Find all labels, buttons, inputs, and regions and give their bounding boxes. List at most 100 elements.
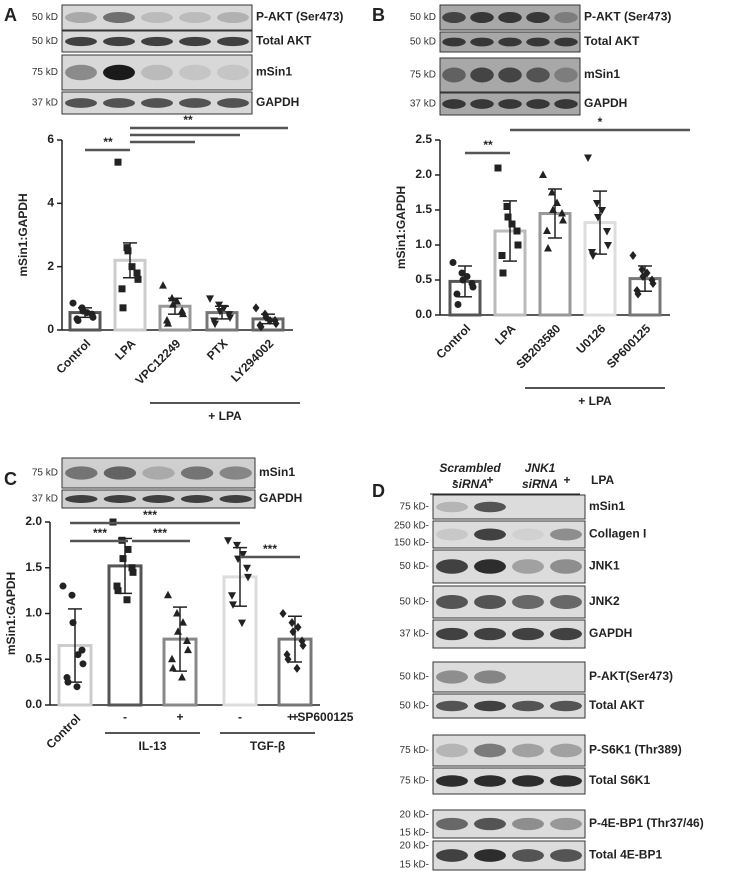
data-point — [183, 636, 191, 644]
data-point — [649, 279, 657, 288]
group-label: TGF-β — [250, 739, 285, 753]
data-point — [164, 319, 172, 327]
data-point — [211, 320, 219, 329]
blot-label: GAPDH — [584, 96, 627, 110]
size-marker: 250 kD- — [394, 521, 429, 532]
blot-band — [103, 495, 137, 503]
blot-band — [65, 495, 98, 503]
data-point — [114, 587, 122, 595]
size-marker: 50 kD- — [400, 597, 429, 608]
blot-band — [526, 12, 550, 23]
y-tick-label: 2.0 — [415, 167, 432, 181]
size-marker: 50 kD- — [400, 672, 429, 683]
treatment-sign: - — [538, 473, 542, 487]
data-point — [603, 228, 611, 236]
data-point — [293, 663, 301, 673]
data-point — [114, 158, 122, 166]
blot-band — [512, 528, 544, 541]
error-bar — [215, 305, 229, 320]
y-tick-label: 4 — [47, 196, 54, 210]
blot-band — [474, 817, 506, 831]
blot-band — [141, 64, 173, 81]
data-point — [124, 247, 132, 255]
x-tick-label: SP600125 — [604, 321, 654, 371]
data-point — [449, 259, 457, 266]
significance-label: ** — [483, 138, 493, 152]
x-tick-label: - — [123, 710, 127, 724]
blot-band — [498, 12, 522, 23]
data-point — [244, 573, 252, 582]
data-point — [228, 592, 236, 600]
data-point — [558, 209, 566, 217]
data-point — [252, 303, 260, 313]
data-point — [294, 622, 302, 632]
data-point — [593, 200, 601, 208]
blot-band — [217, 12, 249, 23]
data-point — [544, 244, 552, 252]
data-point — [78, 646, 86, 654]
data-point — [113, 582, 121, 590]
significance-label: *** — [143, 508, 157, 522]
data-point — [129, 568, 137, 576]
data-point — [179, 618, 187, 626]
group-label: Scrambled — [439, 461, 501, 475]
blot-band — [512, 743, 544, 758]
blot-band — [550, 559, 582, 574]
blot-band — [442, 67, 466, 83]
blot-band — [550, 849, 582, 862]
data-point — [499, 269, 507, 277]
blot-band — [554, 12, 578, 23]
significance-label: ** — [103, 135, 113, 149]
y-tick-label: 6 — [47, 132, 54, 146]
data-point — [89, 313, 97, 321]
blot-band — [142, 466, 175, 480]
blot-band — [474, 528, 506, 541]
size-marker: 75 kD — [32, 468, 58, 479]
blot-band — [526, 37, 550, 47]
size-marker: 50 kD — [410, 12, 436, 23]
blot-band — [65, 36, 97, 47]
size-marker: 50 kD — [32, 36, 58, 47]
blot-band — [554, 99, 578, 109]
error-bar — [548, 188, 562, 239]
size-marker: 20 kD- — [400, 810, 429, 821]
blot-label: Total 4E-BP1 — [589, 848, 662, 862]
panel-letter: A — [4, 5, 17, 25]
bar — [583, 221, 617, 317]
blot-label: GAPDH — [259, 491, 302, 505]
blot-band — [442, 37, 466, 47]
blot-band — [498, 67, 522, 83]
significance-label: * — [598, 115, 603, 129]
size-marker: 150 kD- — [394, 538, 429, 549]
significance-label: *** — [153, 526, 167, 540]
data-point — [233, 541, 241, 550]
treatment-sign: - — [453, 473, 457, 487]
blot-band — [498, 37, 522, 47]
x-tick-label: - — [238, 710, 242, 724]
data-point — [229, 601, 237, 609]
blot-label: mSin1 — [584, 67, 620, 81]
blot-band — [470, 12, 494, 23]
data-point — [184, 645, 192, 654]
group-label: + LPA — [578, 394, 612, 408]
blot-band — [436, 817, 468, 831]
blot-band — [65, 98, 97, 108]
error-bar — [78, 307, 92, 319]
error-bar — [503, 200, 517, 262]
blot-band — [442, 12, 466, 23]
data-point — [539, 170, 547, 178]
data-point — [548, 188, 556, 196]
data-point — [279, 609, 287, 618]
x-tick-label: VPC12249 — [132, 336, 183, 387]
data-point — [469, 283, 477, 291]
blot-label: mSin1 — [256, 65, 292, 79]
size-marker: 75 kD — [32, 67, 58, 78]
error-bar — [261, 313, 275, 325]
size-marker: 75 kD- — [400, 745, 429, 756]
data-point — [206, 295, 214, 303]
blot-band — [474, 594, 506, 610]
blot-band — [141, 98, 173, 108]
data-point — [584, 154, 592, 162]
data-point — [453, 290, 461, 298]
y-tick-label: 2.0 — [25, 514, 42, 528]
